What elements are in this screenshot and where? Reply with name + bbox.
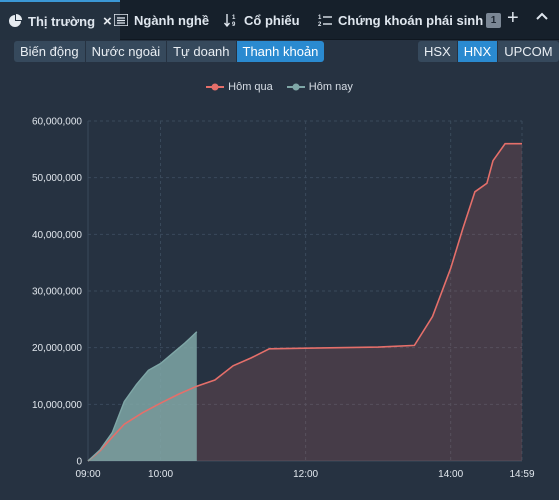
- view-selector: Biến động Nước ngoài Tự doanh Thanh khoả…: [14, 41, 325, 62]
- exchange-button-hsx[interactable]: HSX: [418, 41, 458, 62]
- legend-label: Hôm nay: [308, 81, 353, 93]
- view-button-foreign[interactable]: Nước ngoài: [85, 41, 168, 62]
- chevron-up-icon: [536, 12, 548, 20]
- tab-label: Ngành nghề: [134, 12, 210, 28]
- close-tab-button[interactable]: ×: [103, 12, 112, 30]
- legend-marker-today: [286, 83, 305, 91]
- series-line-yesterday: [87, 142, 522, 462]
- exchange-button-upcom[interactable]: UPCOM: [498, 41, 559, 62]
- svg-text:1: 1: [232, 15, 236, 21]
- svg-text:2: 2: [318, 22, 322, 27]
- x-tick-label: 09:00: [75, 469, 100, 480]
- series-area-today: [88, 331, 197, 461]
- svg-text:1: 1: [318, 15, 322, 21]
- y-axis: 0 10,000,000 20,000,000 30,000,000 40,000,00…: [32, 117, 83, 468]
- x-tick-label: 10:00: [148, 469, 173, 480]
- tab-sectors[interactable]: Ngành nghề: [114, 0, 209, 40]
- exchange-selector: HSX HNX UPCOM: [418, 41, 559, 62]
- collapse-button[interactable]: [534, 8, 550, 27]
- svg-text:9: 9: [232, 22, 236, 27]
- numbered-list-icon: 12: [318, 15, 332, 27]
- x-axis: 09:00 10:00 12:00 14:00 14:59: [75, 469, 534, 480]
- sort-icon: 19: [224, 14, 236, 27]
- legend-label: Hôm qua: [228, 81, 273, 93]
- y-tick-label: 40,000,000: [32, 230, 82, 241]
- liquidity-chart: 0 10,000,000 20,000,000 30,000,000 40,000,00…: [32, 117, 535, 481]
- x-tick-label: 14:00: [438, 469, 463, 480]
- list-icon: [114, 14, 128, 26]
- legend-item-yesterday[interactable]: Hôm qua: [206, 81, 273, 93]
- legend-item-today[interactable]: Hôm nay: [286, 81, 353, 93]
- tab-label: Chứng khoán phái sinh: [338, 12, 484, 28]
- chart-grid: [87, 120, 523, 462]
- y-tick-label: 50,000,000: [32, 173, 82, 184]
- chart-legend: Hôm qua Hôm nay: [0, 81, 559, 93]
- y-tick-label: 30,000,000: [32, 287, 82, 298]
- tab-label: Thị trường: [28, 13, 96, 29]
- market-panel: Biến động Nước ngoài Tự doanh Thanh khoả…: [0, 40, 559, 500]
- tab-label: Cổ phiếu: [244, 12, 300, 28]
- series-area-yesterday: [88, 143, 522, 461]
- y-tick-label: 0: [76, 457, 82, 468]
- y-tick-label: 20,000,000: [32, 343, 82, 354]
- tab-count-badge[interactable]: 1: [486, 13, 501, 28]
- y-tick-label: 60,000,000: [32, 117, 82, 128]
- x-tick-label: 14:59: [509, 469, 534, 480]
- y-tick-label: 10,000,000: [32, 400, 82, 411]
- view-button-fluctuation[interactable]: Biến động: [14, 41, 86, 62]
- legend-marker-yesterday: [206, 83, 225, 91]
- pie-chart-icon: [9, 14, 22, 27]
- x-tick-label: 12:00: [293, 469, 318, 480]
- tab-market[interactable]: Thị trường ×: [0, 0, 120, 40]
- view-button-proprietary[interactable]: Tự doanh: [167, 41, 237, 62]
- add-tab-button[interactable]: +: [507, 7, 519, 29]
- exchange-button-hnx[interactable]: HNX: [457, 41, 499, 62]
- series-line-today: [87, 331, 198, 462]
- view-button-liquidity[interactable]: Thanh khoản: [236, 41, 325, 62]
